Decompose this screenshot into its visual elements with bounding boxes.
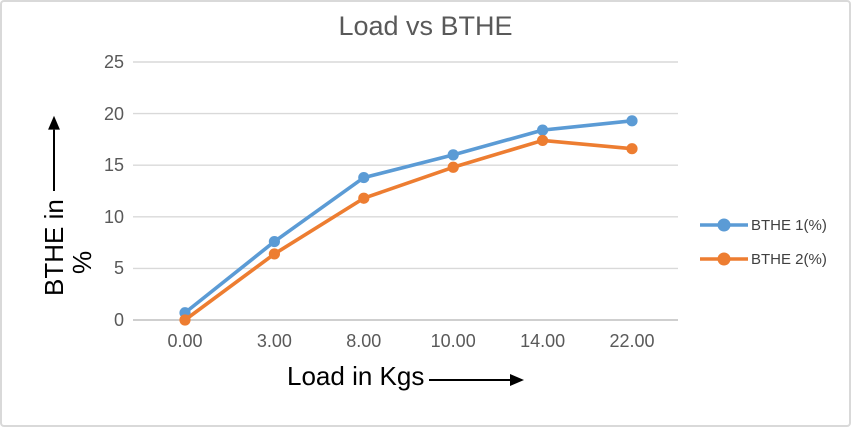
y-tick-label: 20 — [103, 103, 124, 124]
legend-entry-BTHE 2(%)[interactable]: BTHE 2(%) — [700, 242, 827, 276]
legend-label: BTHE 2(%) — [751, 250, 827, 268]
x-axis-arrow-icon — [429, 374, 524, 386]
x-axis-title: Load in Kgs — [287, 361, 425, 391]
x-tick-label: 0.00 — [167, 331, 203, 351]
y-axis-title: BTHE in % — [38, 114, 98, 296]
legend-label: BTHE 1(%) — [751, 216, 827, 234]
series-line-BTHE 1(%)[interactable] — [183, 119, 634, 315]
data-point-marker[interactable] — [537, 124, 549, 136]
data-point-marker[interactable] — [537, 134, 549, 147]
data-point-marker[interactable] — [626, 115, 638, 127]
legend-marker-icon — [700, 218, 748, 232]
y-axis-title-text: BTHE in — [39, 199, 69, 296]
data-point-marker[interactable] — [358, 171, 370, 184]
chart-title: Load vs BTHE — [338, 11, 513, 41]
x-tick-label: 3.00 — [256, 331, 292, 351]
y-axis-arrow-icon — [48, 115, 60, 192]
y-tick-label: 25 — [103, 52, 124, 72]
y-tick-label: 10 — [103, 206, 124, 227]
plot-area — [133, 61, 678, 326]
legend-marker-icon — [700, 252, 748, 266]
data-point-marker[interactable] — [268, 235, 280, 248]
y-tick-label: 5 — [113, 258, 124, 279]
y-tick-label: 0 — [113, 310, 124, 330]
data-point-marker[interactable] — [268, 248, 280, 260]
x-tick-label: 10.00 — [430, 331, 476, 351]
data-point-marker[interactable] — [358, 192, 370, 204]
data-point-marker[interactable] — [179, 314, 191, 326]
x-tick-label: 14.00 — [520, 331, 566, 351]
data-point-marker[interactable] — [626, 143, 638, 155]
series-line-BTHE 2(%)[interactable] — [183, 138, 634, 322]
y-axis-unit: % — [67, 250, 97, 274]
x-tick-label: 22.00 — [609, 331, 655, 351]
y-tick-label: 15 — [103, 155, 124, 176]
data-point-marker[interactable] — [447, 161, 459, 173]
legend: BTHE 1(%) BTHE 2(%) — [700, 208, 827, 276]
data-point-marker[interactable] — [447, 149, 459, 161]
legend-entry-BTHE 1(%)[interactable]: BTHE 1(%) — [700, 208, 827, 242]
x-tick-label: 8.00 — [346, 331, 382, 351]
